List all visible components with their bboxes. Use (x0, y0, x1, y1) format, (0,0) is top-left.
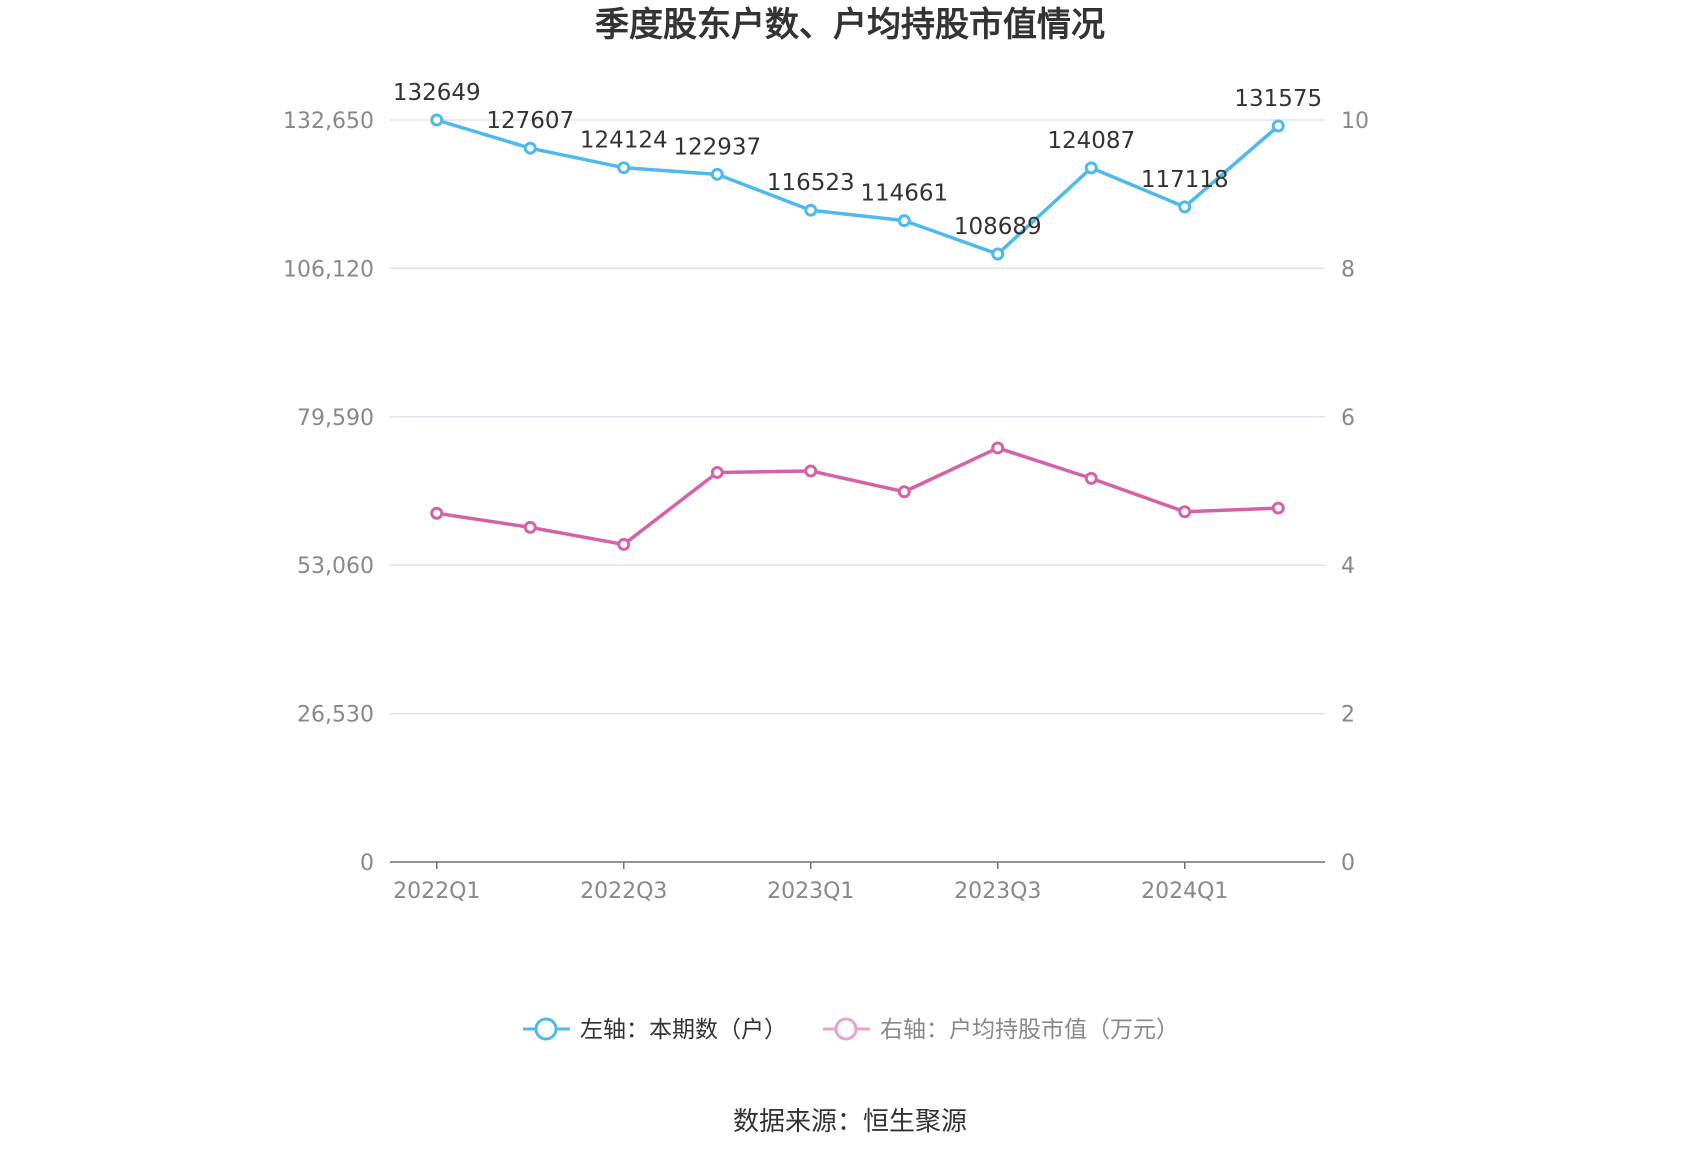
data-label: 124087 (1047, 128, 1135, 154)
data-point-right (1178, 505, 1192, 519)
y-left-tick-label: 53,060 (297, 554, 374, 579)
series-line-left (436, 118, 1280, 256)
y-left-tick-label: 26,530 (297, 703, 374, 728)
data-label: 127607 (486, 108, 574, 134)
data-point-right (804, 464, 818, 478)
data-point-left (1178, 200, 1192, 214)
legend-marker-right-series (834, 1017, 858, 1041)
y-left-tick-label: 0 (360, 851, 374, 876)
data-label: 114661 (860, 181, 948, 207)
data-point-left (991, 247, 1005, 261)
data-point-right (897, 485, 911, 499)
y-left-tick-label: 132,650 (283, 109, 374, 134)
legend-marker-left-series (534, 1017, 558, 1041)
data-label: 132649 (393, 80, 481, 106)
data-point-right (991, 441, 1005, 455)
y-right-tick-label: 8 (1341, 257, 1355, 282)
data-label: 117118 (1141, 167, 1229, 193)
grid-lines (390, 119, 1325, 715)
data-point-left (804, 203, 818, 217)
data-point-right (1084, 471, 1098, 485)
data-point-right (1271, 501, 1285, 515)
y-right-tick-label: 4 (1341, 554, 1355, 579)
data-point-left (897, 214, 911, 228)
data-point-left (430, 113, 444, 127)
series-layer (430, 113, 1285, 551)
axes: 0 0 26,530 2 53,060 4 79,590 6 106,120 8 132,650 10… (283, 109, 1369, 904)
y-right-tick-label: 6 (1341, 406, 1355, 431)
data-point-left (1084, 161, 1098, 175)
data-point-left (1271, 119, 1285, 133)
data-label: 116523 (767, 170, 855, 196)
data-label: 122937 (673, 134, 761, 160)
chart-title: 季度股东户数、户均持股市值情况 (595, 5, 1105, 45)
y-left-tick-label: 79,590 (297, 406, 374, 431)
legend-item-left-series[interactable]: 左轴：本期数（户） (523, 1017, 787, 1043)
x-tick-label: 2023Q1 (767, 879, 854, 904)
data-label: 124124 (580, 128, 668, 154)
legend-label-right-series: 右轴：户均持股市值（万元） (880, 1017, 1179, 1043)
data-point-right (710, 465, 724, 479)
data-point-right (617, 537, 631, 551)
x-tick-label: 2023Q3 (954, 879, 1041, 904)
y-right-tick-label: 10 (1341, 109, 1369, 134)
data-point-right (430, 506, 444, 520)
data-label: 108689 (954, 214, 1042, 240)
x-tick-label: 2022Q3 (580, 879, 667, 904)
legend-label-left-series: 左轴：本期数（户） (580, 1017, 787, 1043)
legend: 左轴：本期数（户） 右轴：户均持股市值（万元） (523, 1017, 1179, 1043)
legend-item-right-series[interactable]: 右轴：户均持股市值（万元） (823, 1017, 1179, 1043)
series-line-right (436, 446, 1279, 547)
y-left-tick-label: 106,120 (283, 257, 374, 282)
y-right-tick-label: 2 (1341, 703, 1355, 728)
data-point-right (523, 520, 537, 534)
data-point-left (617, 161, 631, 175)
data-point-left (710, 167, 724, 181)
data-source: 数据来源：恒生聚源 (733, 1107, 967, 1137)
data-point-left (523, 141, 537, 155)
data-label: 131575 (1234, 86, 1322, 112)
y-right-tick-label: 0 (1341, 851, 1355, 876)
x-tick-label: 2022Q1 (393, 879, 480, 904)
x-tick-label: 2024Q1 (1141, 879, 1228, 904)
